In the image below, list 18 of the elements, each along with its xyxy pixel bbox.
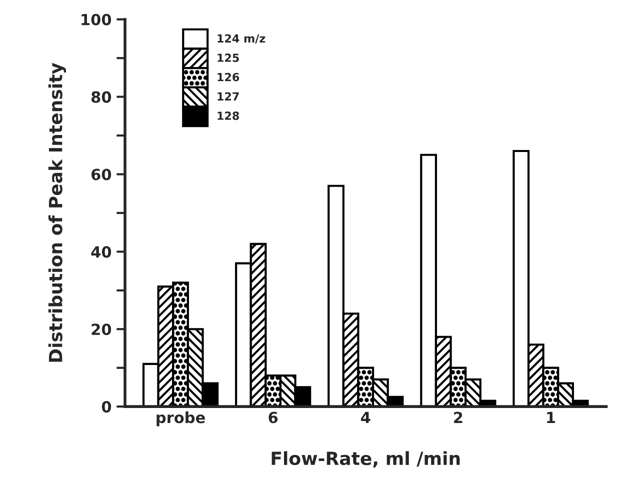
legend-label: 124 m/z	[218, 34, 266, 44]
legend-label: 126	[218, 72, 240, 82]
x-tick-label: 1	[547, 412, 555, 424]
y-tick-label: 40	[91, 246, 112, 258]
y-tick-label: 20	[92, 324, 112, 336]
legend-label: 128	[218, 112, 239, 120]
x-tick-label: 2	[454, 412, 462, 424]
legend-label: 127	[218, 92, 239, 100]
x-tick-label: probe	[156, 411, 205, 426]
y-axis-title: Distribution of Peak Intensity	[48, 62, 66, 362]
y-tick-label: 100	[82, 14, 112, 26]
x-tick-label: 6	[268, 412, 278, 424]
x-axis-title: Flow-Rate, ml /min	[272, 451, 460, 468]
legend-label: 125	[218, 54, 239, 62]
x-tick-label: 4	[361, 412, 370, 424]
y-tick-label: 0	[102, 401, 112, 413]
y-tick-label: 60	[91, 168, 112, 180]
y-tick-label: 80	[91, 91, 112, 103]
